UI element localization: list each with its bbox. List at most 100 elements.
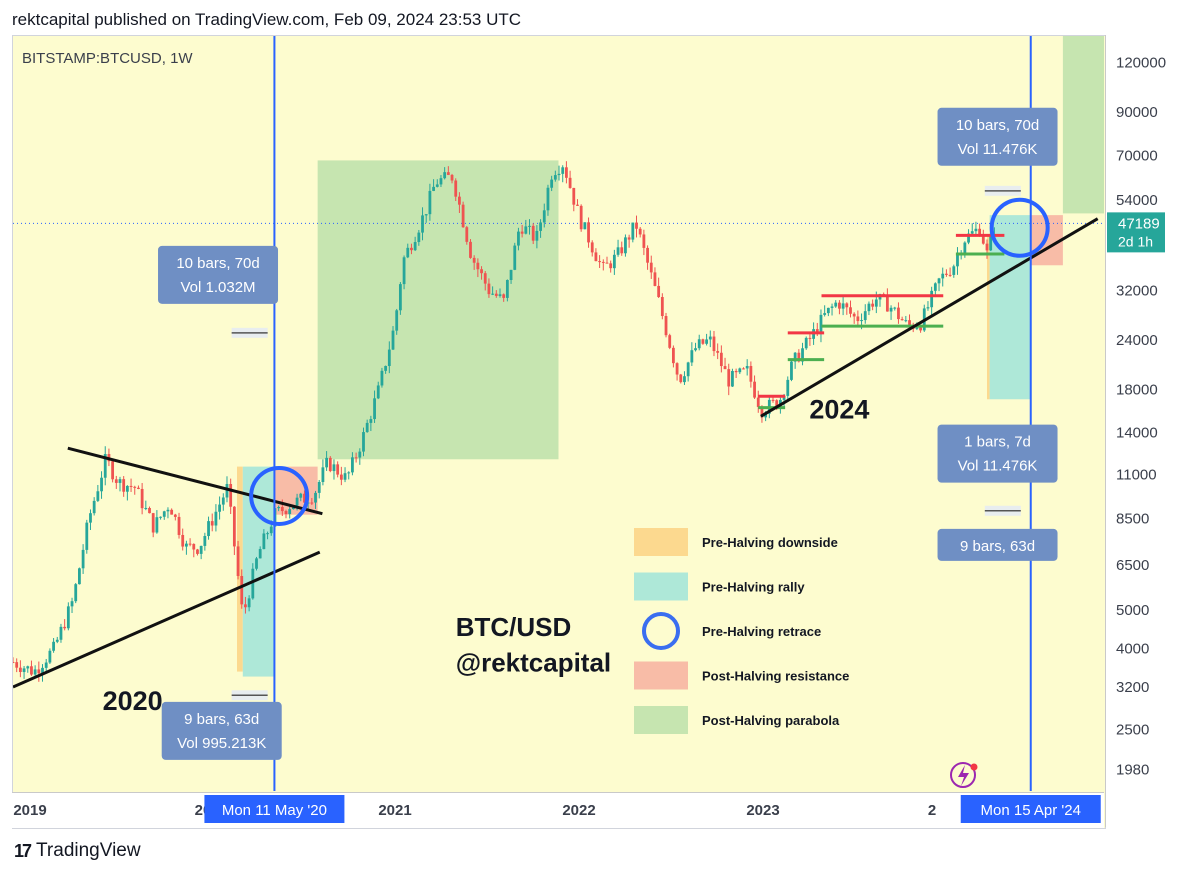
candle-up bbox=[731, 370, 734, 387]
candle-up bbox=[967, 233, 970, 243]
candle-down bbox=[502, 294, 506, 298]
candle-down bbox=[531, 225, 535, 241]
candle-up bbox=[89, 513, 92, 523]
halving-date-badge-bg bbox=[204, 795, 345, 823]
candle-down bbox=[565, 167, 568, 178]
measure-box: 1 bars, 7d Vol 11.476K bbox=[937, 424, 1058, 483]
candle-up bbox=[78, 568, 81, 585]
candle-down bbox=[908, 320, 911, 325]
candle-down bbox=[472, 257, 476, 263]
candle-up bbox=[937, 278, 941, 284]
candle-up bbox=[933, 283, 937, 291]
candle-up bbox=[612, 254, 616, 269]
candle-up bbox=[432, 186, 435, 191]
measure-box: 10 bars, 70d Vol 1.032M bbox=[158, 245, 279, 304]
trend-line bbox=[13, 550, 321, 689]
candle-up bbox=[221, 497, 225, 505]
measure-box: 9 bars, 63d bbox=[937, 528, 1058, 561]
candle-down bbox=[173, 514, 177, 517]
candle-up bbox=[398, 284, 402, 311]
candle-down bbox=[978, 228, 982, 236]
candle-up bbox=[155, 517, 159, 533]
candle-down bbox=[129, 485, 133, 487]
candle-up bbox=[631, 222, 635, 240]
candle-up bbox=[616, 247, 620, 255]
candle-down bbox=[240, 576, 244, 605]
candle-up bbox=[225, 483, 229, 498]
candle-up bbox=[251, 568, 255, 599]
candle-up bbox=[214, 511, 218, 526]
zone-pre-halving-downside bbox=[986, 235, 990, 400]
candle-up bbox=[819, 314, 823, 334]
candle-up bbox=[332, 464, 336, 472]
candle-down bbox=[181, 534, 185, 547]
candle-up bbox=[26, 666, 30, 669]
candle-up bbox=[395, 310, 399, 331]
price-tick-label: 32000 bbox=[1116, 282, 1158, 299]
candle-up bbox=[535, 230, 539, 241]
candle-up bbox=[218, 504, 222, 512]
candle-up bbox=[369, 419, 373, 423]
candle-up bbox=[745, 365, 749, 369]
candle-down bbox=[594, 252, 598, 262]
measure-box-line2: Vol 11.476K bbox=[958, 141, 1038, 158]
trend-line bbox=[67, 446, 323, 516]
candle-up bbox=[343, 473, 347, 480]
candle-down bbox=[856, 316, 860, 322]
candle-up bbox=[686, 362, 690, 377]
annotation-text: @rektcapital bbox=[456, 648, 611, 678]
footer-brand-label: TradingView bbox=[36, 840, 141, 861]
candle-up bbox=[262, 533, 266, 550]
candle-up bbox=[542, 210, 546, 223]
candle-up bbox=[974, 228, 978, 232]
candle-down bbox=[753, 381, 756, 398]
candle-down bbox=[336, 464, 340, 475]
measure-box-line2: Vol 1.032M bbox=[180, 279, 255, 296]
price-tick-label: 3200 bbox=[1116, 679, 1149, 696]
candle-up bbox=[970, 231, 974, 234]
candle-down bbox=[749, 365, 753, 382]
candle-down bbox=[605, 262, 609, 264]
candle-down bbox=[712, 336, 716, 352]
candle-down bbox=[775, 400, 779, 409]
plot-area: 10 bars, 70d Vol 1.032M 9 bars, 63d Vol 995… bbox=[13, 36, 1104, 791]
candle-down bbox=[734, 370, 738, 373]
candle-down bbox=[339, 474, 343, 480]
time-tick-label: 2022 bbox=[562, 802, 595, 819]
candle-up bbox=[904, 320, 908, 322]
candle-down bbox=[133, 486, 137, 488]
publish-header: rektcapital published on TradingView.com… bbox=[12, 10, 522, 29]
candle-up bbox=[509, 269, 513, 281]
candle-up bbox=[424, 214, 428, 216]
candle-down bbox=[897, 307, 900, 320]
candle-up bbox=[830, 306, 834, 308]
candle-up bbox=[546, 187, 550, 211]
candle-down bbox=[981, 235, 985, 244]
candle-up bbox=[790, 361, 793, 380]
candle-down bbox=[450, 174, 454, 181]
candle-up bbox=[690, 350, 694, 363]
price-tick-label: 1980 bbox=[1116, 762, 1149, 779]
candle-up bbox=[553, 175, 557, 180]
legend-swatch bbox=[634, 572, 688, 601]
candle-down bbox=[480, 269, 483, 274]
candle-down bbox=[111, 461, 115, 480]
time-axis[interactable] bbox=[12, 792, 1104, 828]
footer-brand[interactable]: 17 TradingView bbox=[14, 840, 141, 862]
time-tick-label: 2023 bbox=[746, 802, 779, 819]
candle-up bbox=[81, 549, 85, 569]
price-tick-label: 8500 bbox=[1116, 511, 1149, 528]
candle-down bbox=[280, 507, 284, 512]
candle-up bbox=[435, 184, 439, 187]
candle-down bbox=[727, 369, 731, 387]
price-axis[interactable] bbox=[1105, 35, 1200, 827]
measure-box-line1: 10 bars, 70d bbox=[956, 117, 1039, 134]
candle-up bbox=[782, 395, 786, 400]
price-tick-label: 54000 bbox=[1116, 192, 1158, 209]
candle-up bbox=[362, 432, 365, 452]
candle-down bbox=[410, 247, 413, 251]
price-tick-label: 120000 bbox=[1116, 55, 1166, 72]
legend-label: Pre-Halving downside bbox=[702, 535, 838, 550]
candle-down bbox=[170, 509, 174, 515]
